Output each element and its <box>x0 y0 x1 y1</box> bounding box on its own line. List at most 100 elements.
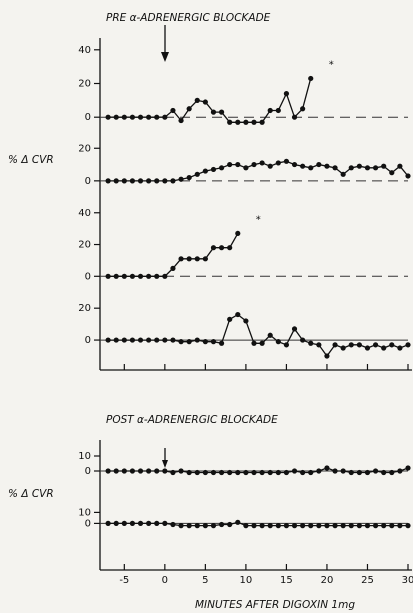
data-point <box>389 523 395 529</box>
data-point <box>275 523 281 529</box>
x-tick-label: 0 <box>162 575 168 586</box>
data-point <box>146 178 152 184</box>
y-tick-label: 40 <box>78 45 91 56</box>
data-point <box>186 339 192 345</box>
y-tick-label: 10 <box>78 507 91 518</box>
data-point <box>227 469 233 476</box>
data-point <box>300 469 306 476</box>
data-point <box>194 97 200 103</box>
data-point <box>340 345 346 351</box>
data-point <box>227 161 233 168</box>
data-point <box>178 523 184 529</box>
data-point <box>105 273 111 279</box>
data-point <box>389 469 395 476</box>
data-point <box>137 273 144 279</box>
data-point <box>356 469 362 476</box>
data-point <box>121 337 127 343</box>
data-point <box>210 109 217 115</box>
data-point <box>332 165 338 171</box>
data-point <box>227 119 233 125</box>
data-point <box>105 520 111 527</box>
annotation: * <box>329 59 334 70</box>
data-point <box>308 165 314 171</box>
data-point <box>316 342 322 348</box>
series-line <box>108 521 408 527</box>
data-point <box>316 468 322 474</box>
data-point <box>121 178 127 184</box>
data-point <box>275 339 281 345</box>
data-point <box>381 523 387 529</box>
data-point <box>137 520 144 527</box>
data-point <box>186 256 192 262</box>
data-point <box>105 337 111 343</box>
data-point <box>389 170 395 176</box>
data-point <box>364 469 371 476</box>
y-tick-label: 0 <box>85 112 91 123</box>
data-point <box>154 114 160 120</box>
data-point <box>243 469 249 476</box>
data-point <box>170 337 176 343</box>
data-point <box>218 165 225 171</box>
data-point <box>186 469 192 476</box>
data-point <box>283 523 290 529</box>
data-point <box>129 178 136 184</box>
x-tick-label: 30 <box>402 575 413 586</box>
data-point <box>129 468 136 474</box>
data-point <box>113 520 119 527</box>
data-point <box>283 342 290 348</box>
data-point <box>259 160 265 166</box>
data-point <box>405 523 411 529</box>
data-point <box>162 468 168 474</box>
data-point <box>129 337 136 343</box>
data-point <box>218 521 225 528</box>
data-point <box>105 178 111 184</box>
y-tick-label: 20 <box>78 303 91 314</box>
annotation: * <box>256 214 261 225</box>
data-point <box>316 523 322 529</box>
series-line <box>108 313 409 358</box>
data-point <box>170 107 176 114</box>
data-point <box>372 165 379 171</box>
data-point <box>178 468 184 474</box>
y-tick-label: 0 <box>85 176 91 187</box>
data-point <box>235 519 241 525</box>
data-point <box>154 337 160 343</box>
data-point <box>227 316 233 322</box>
data-point <box>397 163 403 169</box>
data-point <box>178 117 184 124</box>
data-point <box>235 311 241 318</box>
x-axis-label: MINUTES AFTER DIGOXIN 1mg <box>195 599 355 611</box>
data-point <box>105 114 111 120</box>
data-point <box>340 468 346 474</box>
data-point <box>348 165 354 171</box>
data-point <box>259 469 265 476</box>
data-point <box>162 520 168 527</box>
y-tick-label: 40 <box>78 208 91 219</box>
y-tick-label: 20 <box>78 240 91 251</box>
data-point <box>308 75 314 82</box>
x-tick-label: 5 <box>202 575 208 586</box>
data-point <box>389 342 395 348</box>
data-point <box>162 337 168 343</box>
data-point <box>259 119 265 125</box>
data-point <box>129 114 136 120</box>
data-point <box>251 119 257 125</box>
data-point <box>381 469 387 476</box>
data-point <box>308 523 314 529</box>
data-point <box>251 161 257 168</box>
data-point <box>267 523 273 529</box>
data-point <box>146 273 152 279</box>
y-axis-label: % Δ CVR <box>8 488 54 500</box>
data-point <box>154 520 160 527</box>
data-point <box>194 171 200 177</box>
data-point <box>154 468 160 474</box>
data-point <box>194 523 200 529</box>
data-point <box>235 161 241 168</box>
data-point <box>405 173 411 179</box>
data-point <box>235 119 241 125</box>
data-point <box>243 318 249 324</box>
data-point <box>332 468 338 474</box>
data-point <box>348 523 354 529</box>
x-tick-label: 20 <box>321 575 334 586</box>
data-point <box>146 468 152 474</box>
